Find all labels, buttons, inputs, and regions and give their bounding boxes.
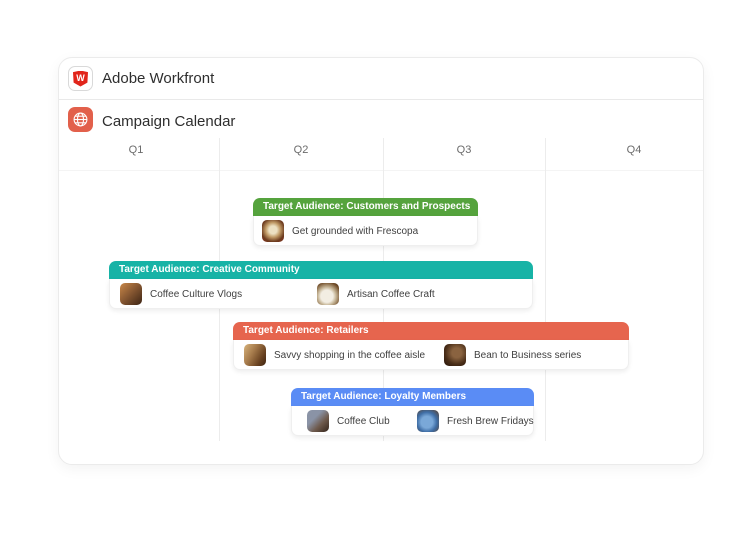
quarter-header-divider: [59, 170, 703, 171]
group-card-customers-prospects: Get grounded with Frescopa: [253, 216, 478, 246]
globe-glyph: [73, 112, 88, 127]
campaign-item-label: Savvy shopping in the coffee aisle: [274, 349, 426, 361]
latte-art-photo-icon: [262, 220, 284, 242]
group-bar-loyalty-members[interactable]: Target Audience: Loyalty Members: [291, 388, 534, 406]
campaign-item-label: Coffee Club: [337, 415, 390, 427]
campaign-item-savvy-shopping[interactable]: Savvy shopping in the coffee aisle: [244, 343, 425, 367]
group-card-retailers: Savvy shopping in the coffee aisle Bean …: [233, 340, 629, 370]
coffee-beans-photo-icon: [444, 344, 466, 366]
header-divider: [59, 99, 703, 100]
quarter-label-q4: Q4: [626, 144, 642, 156]
group-bar-creative-community[interactable]: Target Audience: Creative Community: [109, 261, 533, 279]
group-bar-retailers[interactable]: Target Audience: Retailers: [233, 322, 629, 340]
page-title: Campaign Calendar: [102, 113, 236, 130]
coffee-aisle-photo-icon: [244, 344, 266, 366]
campaign-group-customers-prospects: Target Audience: Customers and Prospects…: [253, 198, 478, 246]
campaign-item-label: Fresh Brew Fridays: [447, 415, 534, 427]
campaign-item-coffee-club[interactable]: Coffee Club: [307, 409, 390, 433]
campaign-item-label: Bean to Business series: [474, 349, 582, 361]
app-header: W Adobe Workfront: [59, 58, 703, 100]
group-bar-customers-prospects[interactable]: Target Audience: Customers and Prospects: [253, 198, 478, 216]
globe-icon[interactable]: [68, 107, 93, 132]
workfront-panel: W Adobe Workfront Campaign Calendar: [58, 57, 704, 465]
campaign-item-coffee-culture-vlogs[interactable]: Coffee Culture Vlogs: [120, 282, 242, 306]
page-header: Campaign Calendar: [59, 101, 703, 145]
quarter-label-q2: Q2: [293, 144, 309, 156]
campaign-group-loyalty-members: Target Audience: Loyalty Members Coffee …: [291, 388, 534, 436]
campaign-group-retailers: Target Audience: Retailers Savvy shoppin…: [233, 322, 629, 370]
group-card-creative-community: Coffee Culture Vlogs Artisan Coffee Craf…: [109, 279, 533, 309]
workfront-shield-icon[interactable]: W: [68, 66, 93, 91]
shield-glyph: W: [73, 70, 88, 87]
group-card-loyalty-members: Coffee Club Fresh Brew Fridays: [291, 406, 534, 436]
campaign-group-creative-community: Target Audience: Creative Community Coff…: [109, 261, 533, 309]
quarter-label-q1: Q1: [128, 144, 144, 156]
barista-photo-icon: [120, 283, 142, 305]
campaign-item-bean-to-business[interactable]: Bean to Business series: [444, 343, 581, 367]
campaign-item-label: Artisan Coffee Craft: [347, 288, 435, 300]
campaign-item-frescopa[interactable]: Get grounded with Frescopa: [262, 219, 418, 243]
app-title: Adobe Workfront: [102, 70, 215, 87]
campaign-item-label: Get grounded with Frescopa: [292, 225, 419, 237]
espresso-cup-photo-icon: [317, 283, 339, 305]
campaign-item-label: Coffee Culture Vlogs: [150, 288, 243, 300]
blue-mug-photo-icon: [417, 410, 439, 432]
grid-line-q3-q4: [545, 138, 546, 441]
campaign-item-artisan-coffee-craft[interactable]: Artisan Coffee Craft: [317, 282, 435, 306]
cafe-people-photo-icon: [307, 410, 329, 432]
quarter-label-q3: Q3: [456, 144, 472, 156]
campaign-item-fresh-brew-fridays[interactable]: Fresh Brew Fridays: [417, 409, 534, 433]
